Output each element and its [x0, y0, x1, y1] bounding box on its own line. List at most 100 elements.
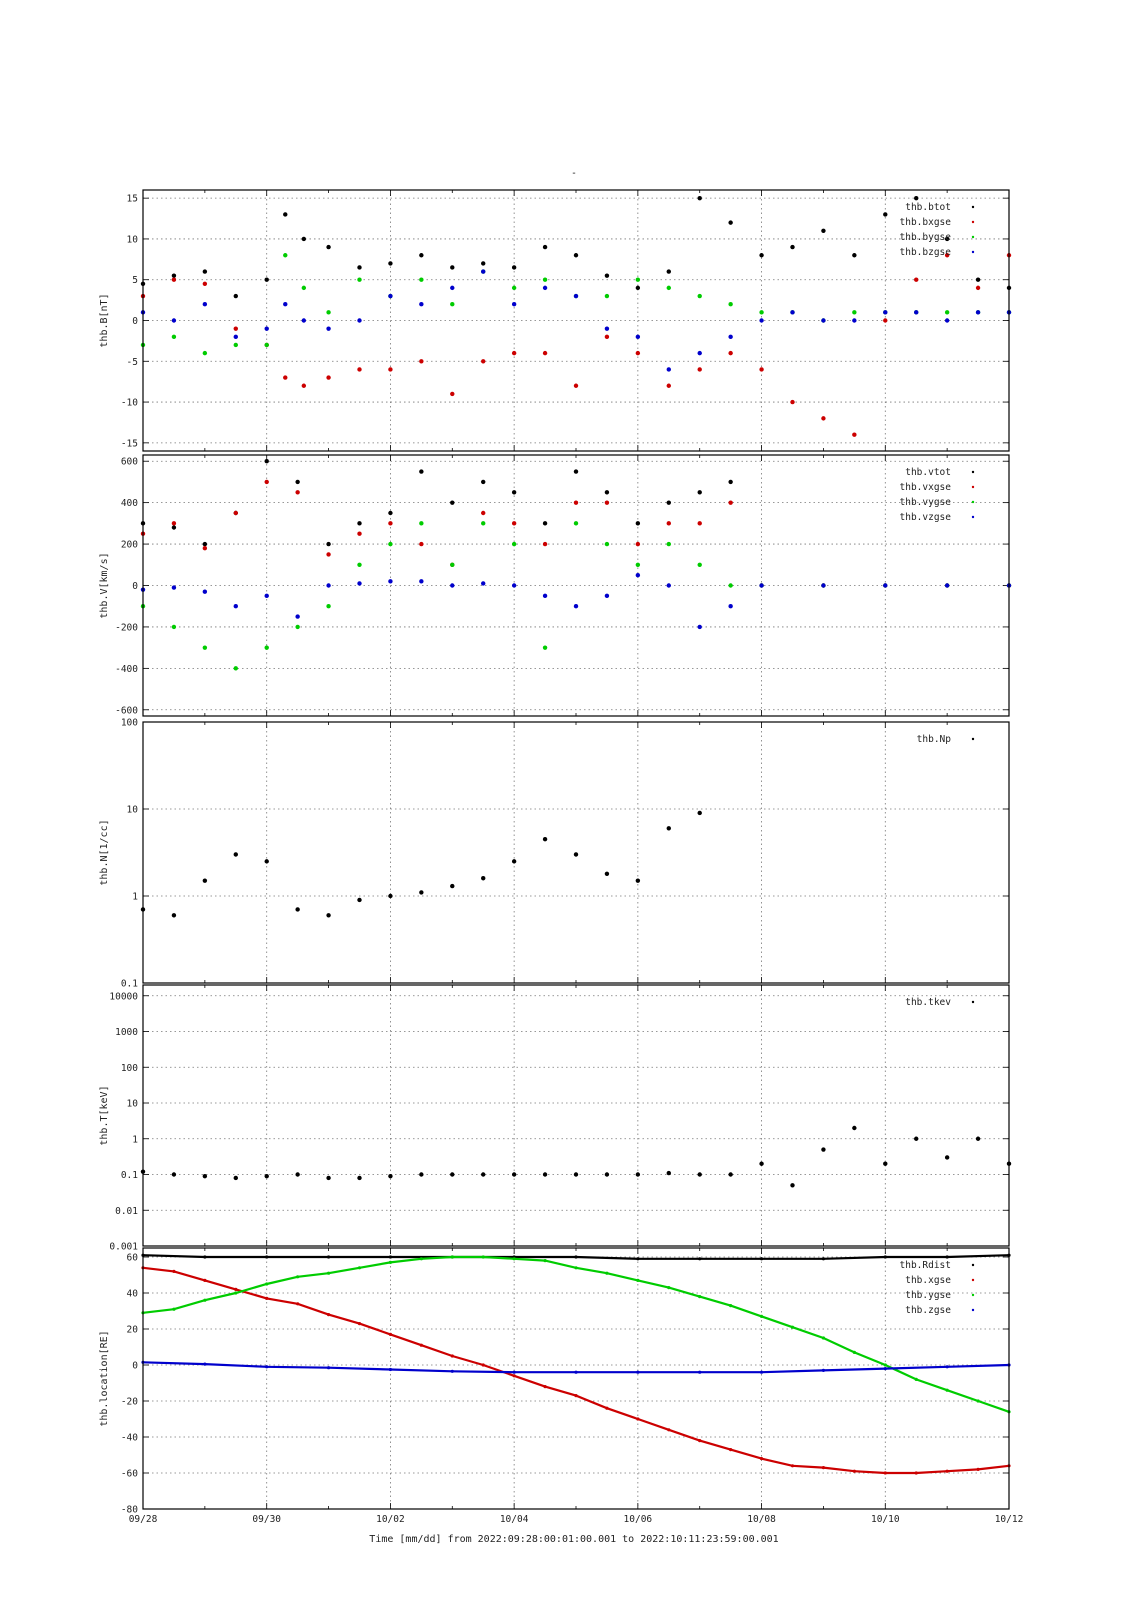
legend-entry: thb.ygse [905, 1290, 951, 1301]
plot-frame [142, 1247, 1010, 1510]
data-point [790, 310, 795, 315]
x-axis-label: Time [mm/dd] from 2022:09:28:00:01:00.00… [369, 1534, 778, 1545]
data-point [728, 479, 733, 485]
data-point [759, 1370, 764, 1374]
series-thb-Rdist [141, 1253, 1011, 1261]
data-point [667, 1428, 671, 1432]
y-axis-label: thb.B[nT] [99, 293, 110, 347]
data-point [326, 1366, 331, 1370]
data-point [171, 273, 177, 278]
series-thb-btot [140, 195, 1012, 299]
data-point [821, 228, 826, 233]
data-point [265, 1255, 269, 1259]
data-point [666, 541, 671, 547]
data-point [883, 318, 888, 323]
data-point [265, 1296, 269, 1300]
data-point [914, 1377, 918, 1381]
data-point [388, 541, 393, 547]
data-point [264, 1173, 269, 1179]
data-point [636, 1257, 640, 1261]
x-axis: 09/28 09/30 10/02 10/04 10/06 10/08 10/10 10/12 [129, 1514, 1024, 1525]
data-point [450, 391, 455, 397]
y-tick-label: 10000 [109, 991, 138, 1002]
legend-marker [971, 485, 975, 489]
series-thb-vzgse [140, 572, 1012, 630]
data-point [914, 1471, 918, 1475]
data-point [203, 1362, 207, 1366]
data-point [852, 1350, 856, 1354]
plot-area [143, 985, 1009, 1246]
data-point [326, 552, 331, 557]
data-point [388, 521, 393, 526]
data-point [543, 1259, 547, 1263]
data-point [852, 318, 857, 323]
x-tick-label: 09/30 [252, 1514, 281, 1525]
data-point [357, 581, 362, 586]
legend-marker [971, 1293, 975, 1297]
legend-entry: thb.vygse [900, 497, 952, 508]
panels-group: 151050-5-10-15thb.btotthb.bxgsethb.bygse… [99, 189, 1012, 1516]
data-point [326, 913, 331, 918]
data-point [233, 334, 238, 340]
data-point [326, 1271, 331, 1275]
data-point [233, 852, 238, 857]
data-point [171, 521, 177, 526]
data-point [729, 1448, 733, 1452]
data-point [852, 432, 857, 437]
y-tick-label: -400 [115, 664, 138, 675]
data-point [883, 1255, 887, 1259]
legend-marker [971, 1278, 975, 1282]
data-point [171, 1172, 177, 1177]
data-point [357, 562, 362, 567]
data-point [604, 541, 610, 547]
data-point [697, 810, 702, 816]
data-point [326, 1313, 331, 1317]
data-point [604, 500, 610, 505]
data-point [697, 367, 702, 372]
data-point [914, 277, 919, 282]
data-point [852, 310, 857, 315]
data-point [171, 318, 177, 323]
x-tick-label: 10/08 [747, 1514, 776, 1525]
legend-entry: thb.Np [917, 734, 952, 745]
data-point [233, 666, 238, 671]
data-point [636, 1417, 640, 1421]
data-point [666, 383, 671, 388]
y-tick-label: 5 [132, 275, 138, 286]
y-axis-label: thb.location[RE] [99, 1330, 110, 1426]
data-point [326, 604, 331, 609]
data-point [511, 583, 517, 588]
y-tick-label: 10 [127, 805, 139, 816]
legend-entry: thb.bzgse [900, 247, 952, 258]
data-point [326, 541, 331, 547]
data-point [759, 583, 764, 588]
data-point [666, 367, 671, 372]
data-point [388, 510, 393, 516]
data-point [481, 1363, 485, 1367]
series-thb-ygse [141, 1255, 1011, 1414]
data-point [357, 521, 362, 526]
data-point [759, 1161, 764, 1166]
data-point [635, 1172, 641, 1177]
data-point [264, 459, 269, 464]
data-point [171, 624, 177, 630]
data-point [635, 572, 641, 578]
data-point [357, 897, 362, 903]
data-point [542, 277, 548, 282]
data-point [450, 883, 455, 889]
series-thb-bxgse [140, 253, 1012, 437]
data-point [944, 310, 950, 315]
data-point [481, 581, 486, 586]
data-point [573, 1172, 579, 1177]
data-point [666, 521, 671, 526]
data-point [790, 1464, 795, 1468]
data-point [511, 285, 517, 291]
data-point [264, 859, 269, 864]
data-point [604, 1172, 610, 1177]
data-point [605, 1271, 609, 1275]
data-point [171, 525, 177, 530]
y-tick-label: -15 [121, 438, 138, 449]
data-point [944, 1155, 950, 1160]
data-point [914, 195, 919, 201]
page-mark: - [571, 168, 577, 179]
